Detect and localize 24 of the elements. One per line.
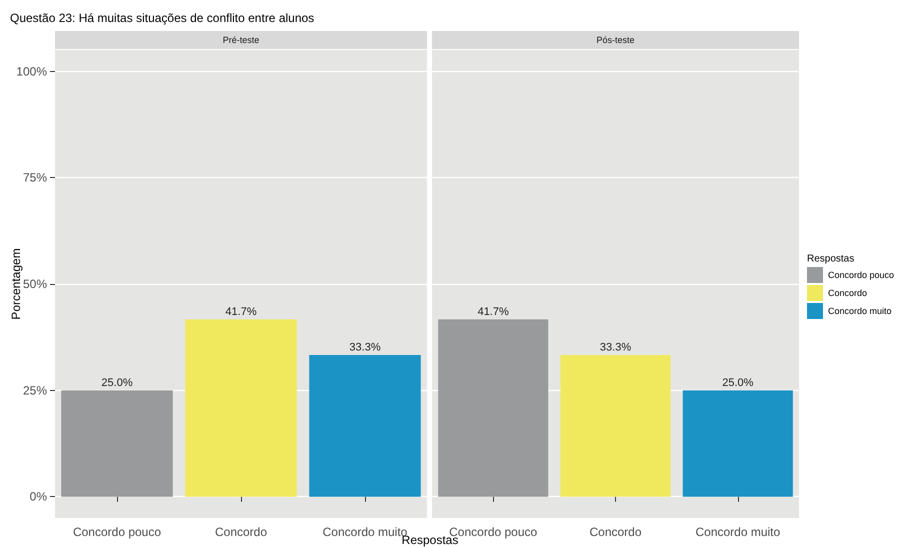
data-label: 33.3% xyxy=(349,342,381,354)
y-axis-title: Porcentagem xyxy=(9,248,23,320)
x-tick-label: Concordo pouco xyxy=(72,525,162,539)
chart-subtitle: Pós-teste xyxy=(596,35,635,45)
legend-label: Concordo pouco xyxy=(828,270,894,280)
data-label: 25.0% xyxy=(722,376,754,389)
data-label: 41.7% xyxy=(225,306,257,318)
y-tick-label: 50% xyxy=(22,277,48,291)
data-label: 25.0% xyxy=(101,376,133,389)
legend-title: Respostas xyxy=(807,254,854,264)
chart-subtitle: Pré-teste xyxy=(222,35,260,45)
x-tick-label: Concordo xyxy=(214,525,268,539)
chart-title: Questão 23: Há muitas situações de conflito entre alunos xyxy=(10,11,314,25)
y-tick-label: 100% xyxy=(16,64,48,78)
x-tick-label: Concordo muito xyxy=(695,525,781,539)
legend-label: Concordo muito xyxy=(828,306,892,316)
data-label: 33.3% xyxy=(600,342,632,354)
y-tick-label: 75% xyxy=(22,170,48,185)
data-label: 41.7% xyxy=(478,306,509,318)
legend-label: Concordo xyxy=(828,288,868,298)
x-tick-label: Concordo xyxy=(589,525,642,539)
x-tick-label: Concordo pouco xyxy=(449,525,538,539)
y-tick-label: 25% xyxy=(22,383,48,398)
y-tick-label: 0% xyxy=(30,490,48,504)
